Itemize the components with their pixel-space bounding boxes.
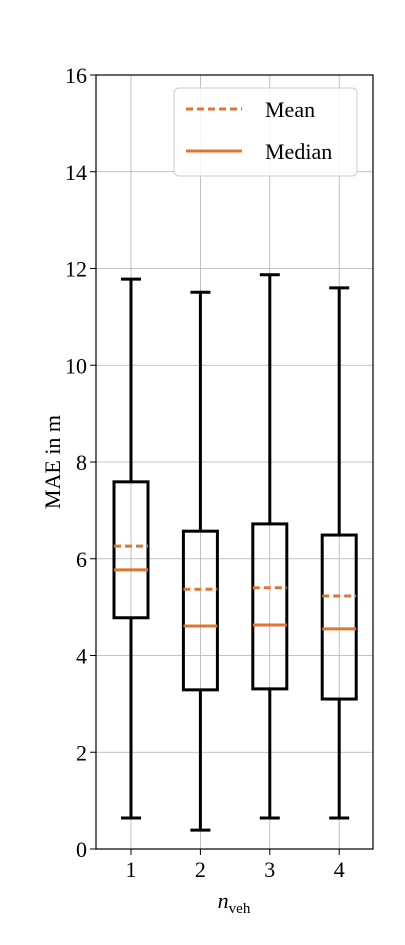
y-tick-label: 16 [65, 63, 87, 88]
axes-frame [95, 74, 374, 850]
x-axis-label: nveh [218, 888, 251, 917]
box [320, 533, 358, 701]
box [112, 480, 150, 620]
y-tick-label: 12 [65, 257, 87, 282]
legend-label: Median [265, 139, 332, 164]
y-axis-label: MAE in m [40, 415, 65, 509]
y-tick-label: 6 [76, 547, 87, 572]
x-tick-label: 4 [334, 857, 345, 882]
x-tick-label: 1 [126, 857, 137, 882]
x-tick-label: 3 [264, 857, 275, 882]
box [181, 529, 219, 692]
y-tick-label: 0 [76, 837, 87, 862]
y-tick-label: 10 [65, 353, 87, 378]
y-tick-label: 4 [76, 644, 87, 669]
box [251, 522, 289, 691]
x-tick-label: 2 [195, 857, 206, 882]
y-tick-label: 2 [76, 740, 87, 765]
y-tick-label: 8 [76, 450, 87, 475]
x-axis-label-base: n [218, 888, 229, 913]
y-tick-label: 14 [65, 160, 87, 185]
legend-label: Mean [265, 97, 315, 122]
x-axis-label-sub: veh [229, 901, 251, 917]
